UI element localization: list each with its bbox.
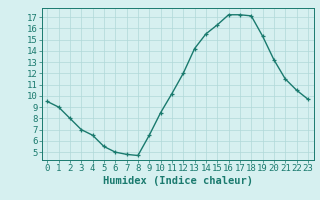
X-axis label: Humidex (Indice chaleur): Humidex (Indice chaleur) — [103, 176, 252, 186]
